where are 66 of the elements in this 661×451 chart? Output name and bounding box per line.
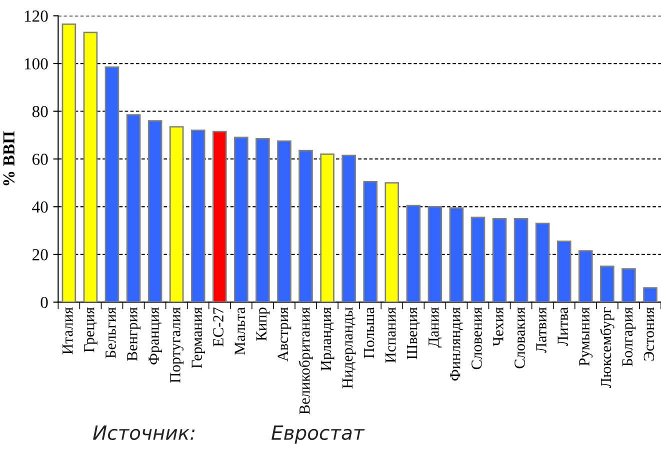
bar xyxy=(104,66,120,302)
bar xyxy=(428,206,442,302)
x-tick-label: Испания xyxy=(386,307,396,363)
bar xyxy=(514,218,528,302)
bar xyxy=(535,222,550,302)
x-tick-label: Франция xyxy=(148,307,162,364)
x-tick-label: Румыния xyxy=(579,307,593,366)
x-tick-label: Нидерланды xyxy=(342,307,356,388)
x-tick-label: Болгария xyxy=(622,307,636,366)
bar xyxy=(578,250,593,302)
bar xyxy=(83,32,98,302)
bar xyxy=(234,136,248,302)
x-tick-label: Германия xyxy=(192,307,206,368)
y-tick-label: 0 xyxy=(40,296,48,308)
x-tick-label: Греция xyxy=(84,307,98,352)
x-tick-label: Австрия xyxy=(278,307,292,362)
bar xyxy=(492,218,507,302)
bar xyxy=(622,268,636,302)
bar xyxy=(384,182,400,302)
x-tick-label: Литва xyxy=(558,307,568,346)
x-tick-label: Чехия xyxy=(493,307,504,346)
bar xyxy=(148,120,162,302)
bar xyxy=(363,180,378,302)
x-tick-label: Португалия xyxy=(170,307,184,383)
x-tick-label: Венгрия xyxy=(127,307,140,361)
bar xyxy=(406,204,421,302)
x-tick-label: Бельгия xyxy=(106,307,116,358)
x-tick-label: Ирландия xyxy=(320,307,334,371)
bar xyxy=(190,130,206,302)
bar xyxy=(342,154,356,302)
y-tick-label: 100 xyxy=(24,58,48,70)
bar xyxy=(320,154,334,302)
bar xyxy=(256,138,270,302)
x-tick-label: Люксембург xyxy=(600,307,614,388)
x-tick-label: Финляндия xyxy=(450,307,464,381)
y-tick-label: 20 xyxy=(32,249,48,260)
bar xyxy=(169,126,184,302)
y-axis-title: % ВВП xyxy=(3,131,15,186)
y-tick-label: 60 xyxy=(32,154,48,165)
bar xyxy=(643,287,658,302)
y-tick-label: 120 xyxy=(24,10,48,22)
y-tick-label: 40 xyxy=(32,201,48,213)
x-tick-label: Великобритания xyxy=(298,307,313,414)
x-tick-label: Мальта xyxy=(234,307,245,355)
bar xyxy=(449,207,464,302)
text: Евростат xyxy=(272,426,365,444)
bar xyxy=(470,216,486,302)
bar xyxy=(556,240,572,302)
x-tick-label: Кипр xyxy=(256,308,270,341)
x-tick-label: Словакия xyxy=(514,307,525,368)
bar xyxy=(212,130,227,302)
text: Источник: xyxy=(93,426,195,440)
x-tick-label: Швеция xyxy=(407,307,420,360)
y-tick-label: 80 xyxy=(32,106,48,118)
x-tick-label: Словения xyxy=(472,307,482,370)
x-tick-label: Италия xyxy=(62,307,73,354)
bar xyxy=(298,150,313,302)
x-tick-label: ЕС-27 xyxy=(213,307,224,346)
bar xyxy=(126,114,141,302)
x-tick-label: Латвия xyxy=(536,307,546,353)
bar xyxy=(277,140,292,302)
x-tick-label: Эстония xyxy=(644,307,654,361)
bar xyxy=(600,266,614,302)
x-tick-label: Польша xyxy=(364,307,374,358)
bar xyxy=(62,23,76,302)
x-tick-label: Дания xyxy=(428,307,442,348)
